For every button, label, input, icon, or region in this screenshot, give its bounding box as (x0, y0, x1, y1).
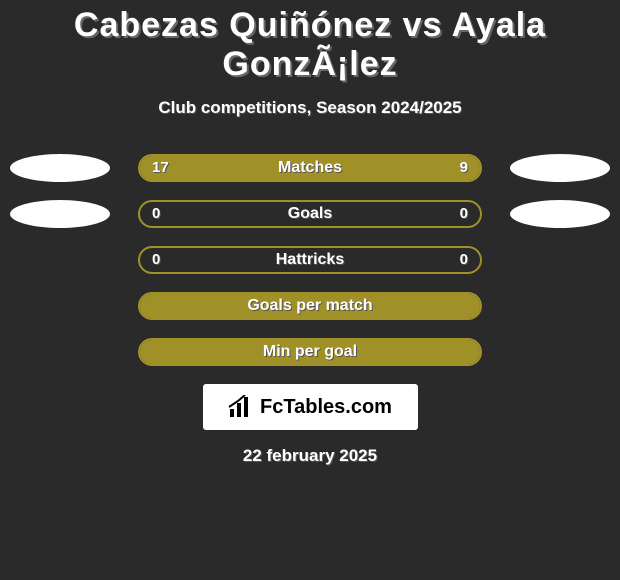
stat-bar: Goals per match (138, 292, 482, 320)
player-right-avatar (510, 154, 610, 182)
bar-fill-left (140, 294, 480, 318)
stat-bar: 0 0Goals (138, 200, 482, 228)
stat-row: 179Matches (0, 154, 620, 182)
stat-bar: Min per goal (138, 338, 482, 366)
stat-row: Goals per match (0, 292, 620, 320)
stat-row: 0 0Goals (0, 200, 620, 228)
stat-value-left: 17 (152, 156, 169, 180)
player-left-avatar (10, 154, 110, 182)
player-left-avatar (10, 200, 110, 228)
page-title: Cabezas Quiñónez vs Ayala GonzÃ¡lez (0, 0, 620, 84)
stat-value-right: 9 (460, 156, 468, 180)
stat-row: Min per goal (0, 338, 620, 366)
stat-value-right: 0 (460, 248, 468, 272)
stat-value-left: 0 (152, 248, 160, 272)
stat-bar: 179Matches (138, 154, 482, 182)
date-text: 22 february 2025 (0, 446, 620, 466)
stat-bar: 0 0Hattricks (138, 246, 482, 274)
bar-fill-left (140, 156, 362, 180)
logo-text: FcTables.com (260, 396, 392, 419)
subtitle: Club competitions, Season 2024/2025 (0, 98, 620, 118)
player-right-avatar (510, 200, 610, 228)
stats-container: 179Matches00Goals00HattricksGoals per ma… (0, 154, 620, 366)
stat-row: 0 0Hattricks (0, 246, 620, 274)
stat-label: Goals (140, 202, 480, 226)
bar-fill-left (140, 340, 480, 364)
stat-label: Hattricks (140, 248, 480, 272)
stat-value-right: 0 (460, 202, 468, 226)
stat-value-left: 0 (152, 202, 160, 226)
bar-chart-icon (228, 395, 256, 419)
site-logo: FcTables.com (203, 384, 418, 430)
